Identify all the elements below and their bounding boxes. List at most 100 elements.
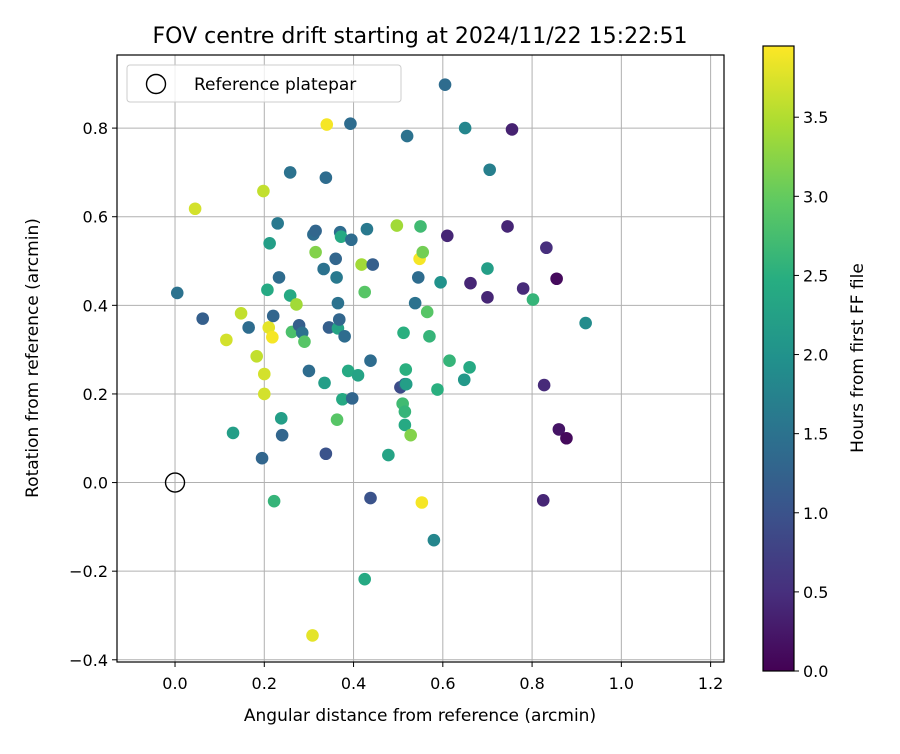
scatter-point — [505, 123, 519, 136]
scatter-point — [257, 387, 271, 401]
legend-open-circle-icon — [145, 73, 167, 95]
x-tick-label: 0.0 — [162, 674, 187, 693]
scatter-point — [560, 431, 573, 445]
scatter-point — [302, 364, 316, 378]
colorbar-label: Hours from first FF file — [848, 263, 868, 453]
scatter-point — [220, 333, 233, 347]
scatter-point — [400, 129, 414, 143]
scatter-point — [399, 377, 413, 391]
y-tick-label: −0.4 — [69, 651, 108, 670]
y-axis-label: Rotation from reference (arcmin) — [23, 218, 43, 498]
scatter-point — [261, 283, 274, 297]
colorbar-tick-label: 2.0 — [803, 346, 828, 365]
chart-title: FOV centre drift starting at 2024/11/22 … — [153, 24, 688, 49]
scatter-point — [411, 271, 425, 284]
colorbar-ticks: 0.0 0.5 1.0 1.5 2.0 2.5 3.0 3.5 — [794, 108, 828, 681]
scatter-point — [257, 184, 270, 198]
y-tick-label: 0.8 — [83, 119, 108, 138]
colorbar-tick-label: 3.0 — [803, 187, 828, 206]
colorbar-tick-label: 3.5 — [803, 108, 828, 127]
scatter-point — [250, 349, 263, 363]
scatter-point — [255, 451, 269, 465]
scatter-point — [552, 423, 566, 436]
scatter-point — [272, 271, 286, 284]
scatter-point — [464, 276, 477, 290]
scatter-point — [458, 121, 472, 135]
scatter-point — [344, 117, 357, 130]
scatter-point — [266, 309, 280, 323]
scatter-point — [331, 296, 345, 310]
scatter-point — [404, 428, 417, 442]
scatter-point — [334, 230, 348, 243]
scatter-point — [516, 282, 530, 295]
colorbar-tick-label: 0.5 — [803, 583, 828, 602]
colorbar-tick-label: 2.5 — [803, 266, 828, 285]
x-tick-label: 0.4 — [341, 674, 366, 693]
scatter-point — [579, 316, 592, 330]
scatter-point — [440, 229, 454, 243]
scatter-point — [537, 378, 551, 392]
scatter-point — [416, 245, 430, 259]
y-tick-label: 0.6 — [83, 208, 108, 227]
scatter-point — [526, 293, 540, 306]
scatter-point — [399, 363, 413, 376]
colorbar-tick-label: 1.5 — [803, 425, 828, 444]
scatter-point — [320, 118, 334, 131]
scatter-point — [298, 335, 311, 348]
scatter-point — [345, 233, 358, 247]
scatter-point — [390, 219, 404, 232]
scatter-point — [351, 369, 365, 382]
legend: Reference platepar — [126, 64, 402, 103]
scatter-point — [415, 496, 429, 509]
scatter-point — [438, 78, 452, 91]
scatter-point — [431, 383, 444, 396]
scatter-point — [397, 326, 410, 340]
x-axis-label: Angular distance from reference (arcmin) — [244, 706, 596, 726]
colorbar-tick-label: 0.0 — [803, 662, 828, 681]
scatter-point — [319, 171, 333, 185]
y-tick-label: 0.2 — [83, 385, 108, 404]
scatter-point — [257, 367, 271, 381]
scatter-point — [414, 220, 427, 233]
colorbar-tick-label: 1.0 — [803, 504, 828, 523]
scatter-point — [309, 224, 322, 238]
scatter-point — [332, 313, 346, 326]
scatter-point — [274, 412, 288, 425]
scatter-point — [263, 237, 276, 250]
colorbar-gradient — [762, 45, 795, 672]
scatter-point — [427, 533, 441, 547]
scatter-point — [463, 361, 476, 374]
scatter-point — [329, 252, 342, 266]
scatter-point — [318, 376, 331, 390]
colorbar: 0.0 0.5 1.0 1.5 2.0 2.5 3.0 3.5 Hours from firs… — [762, 45, 868, 681]
legend-box — [126, 64, 402, 103]
y-axis-ticks: −0.4 −0.2 0.0 0.2 0.4 0.6 0.8 — [69, 119, 117, 670]
scatter-point — [290, 298, 303, 311]
scatter-point — [330, 271, 343, 284]
scatter-point — [266, 330, 279, 344]
grid — [117, 55, 724, 662]
x-tick-label: 0.8 — [519, 674, 544, 693]
scatter-point — [196, 312, 209, 325]
scatter-point — [267, 494, 281, 508]
x-tick-label: 0.2 — [252, 674, 277, 693]
x-tick-label: 1.2 — [698, 674, 723, 693]
scatter-point — [309, 245, 322, 259]
scatter-point — [540, 241, 553, 255]
scatter-point — [382, 448, 395, 462]
scatter-point — [358, 285, 372, 299]
scatter-point — [423, 330, 436, 343]
scatter-point — [434, 275, 447, 289]
y-tick-label: 0.0 — [83, 474, 108, 493]
scatter-point — [271, 217, 284, 230]
scatter-point — [366, 258, 380, 271]
scatter-point — [481, 291, 494, 304]
scatter-point — [262, 321, 276, 334]
y-tick-label: 0.4 — [83, 296, 108, 315]
scatter-point — [457, 373, 471, 387]
scatter-point — [364, 354, 377, 368]
scatter-point — [306, 629, 319, 642]
scatter-point — [358, 572, 372, 586]
scatter-point — [398, 418, 412, 432]
